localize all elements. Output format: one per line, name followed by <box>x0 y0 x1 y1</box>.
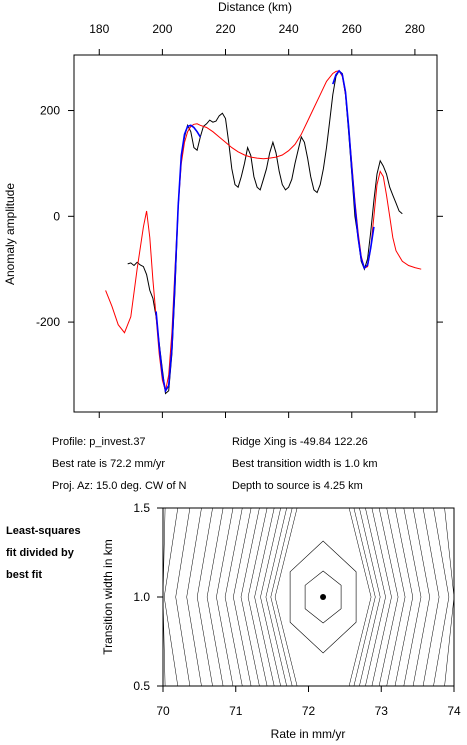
contour-line <box>265 507 287 687</box>
contour-line <box>224 507 243 687</box>
bottom-y-axis: 1.5 1.0 0.5 <box>133 501 163 693</box>
top-x-tick-label: 180 <box>89 22 109 36</box>
contour-line <box>403 507 422 687</box>
contour-line <box>353 507 376 687</box>
contour-line <box>365 507 386 687</box>
contour-line <box>412 507 430 687</box>
top-x-axis: 180 200 220 240 260 280 <box>89 22 425 418</box>
top-plot-series <box>105 69 422 395</box>
contour-line <box>371 507 392 687</box>
contour-line <box>444 507 455 687</box>
source-depth-text: Depth to source is 4.25 km <box>232 480 363 492</box>
contour-line <box>289 540 357 654</box>
bottom-y-tick-label: 0.5 <box>133 679 150 693</box>
top-x-tick-label: 220 <box>215 22 235 36</box>
contour-line <box>359 507 381 687</box>
top-x-tick-label: 280 <box>405 22 425 36</box>
ridge-crossing-text: Ridge Xing is -49.84 122.26 <box>232 436 368 448</box>
bottom-y-tick-label: 1.0 <box>133 590 150 604</box>
top-y-axis-label: Anomaly amplitude <box>3 183 17 285</box>
contour-line <box>240 507 260 687</box>
bottom-x-axis-label: Rate in mm/yr <box>271 727 346 741</box>
contour-line <box>304 570 342 624</box>
fit-note-line-1: Least-squares <box>6 525 81 537</box>
contour-line <box>394 507 414 687</box>
transition-width-text: Best transition width is 1.0 km <box>232 458 378 470</box>
contour-line <box>233 507 252 687</box>
contour-line <box>196 507 213 687</box>
contour-line <box>378 507 399 687</box>
bottom-y-axis-label: Transition width in km <box>101 539 115 655</box>
fit-note: Least-squares fit divided by best fit <box>6 520 81 586</box>
contour-line <box>186 507 202 687</box>
contour-line <box>216 507 234 687</box>
bottom-x-tick-label: 74 <box>447 704 461 718</box>
profile-text: Profile: p_invest.37 <box>52 436 146 448</box>
contour-line <box>433 507 450 687</box>
top-x-tick-label: 260 <box>342 22 362 36</box>
top-y-axis: 200 0 -200 <box>36 104 443 329</box>
top-y-tick-label: -200 <box>36 315 60 329</box>
contour-line <box>274 507 298 687</box>
top-x-axis-label: Distance (km) <box>218 0 292 14</box>
contour-lines <box>162 507 455 687</box>
contour-line <box>175 507 191 687</box>
bottom-x-tick-label: 71 <box>229 704 243 718</box>
fit-window-line <box>155 69 375 393</box>
bottom-x-tick-label: 73 <box>375 704 389 718</box>
contour-line <box>247 507 268 687</box>
contour-line <box>260 507 281 687</box>
top-plot-frame <box>73 54 438 413</box>
fit-note-line-3: best fit <box>6 569 43 581</box>
bottom-x-tick-label: 72 <box>302 704 316 718</box>
contour-line <box>163 507 179 687</box>
fit-note-line-2: fit divided by <box>6 547 74 559</box>
contour-line <box>422 507 440 687</box>
contour-line <box>348 507 372 687</box>
contour-line <box>270 507 293 687</box>
projection-azimuth-text: Proj. Az: 15.0 deg. CW of N <box>52 480 187 492</box>
bottom-x-axis: 70 71 72 73 74 <box>156 686 461 718</box>
top-y-tick-label: 0 <box>53 209 60 223</box>
best-fit-point <box>320 594 327 600</box>
bottom-x-tick-label: 70 <box>156 704 170 718</box>
contour-line <box>206 507 224 687</box>
best-rate-text: Best rate is 72.2 mm/yr <box>52 458 166 470</box>
bottom-plot-frame <box>162 507 455 687</box>
contour-line <box>386 507 406 687</box>
observed-anomaly-line <box>127 70 403 395</box>
bottom-y-tick-label: 1.5 <box>133 501 150 515</box>
top-x-tick-label: 200 <box>152 22 172 36</box>
top-x-tick-label: 240 <box>279 22 299 36</box>
contour-line <box>254 507 275 687</box>
top-y-tick-label: 200 <box>40 104 60 118</box>
